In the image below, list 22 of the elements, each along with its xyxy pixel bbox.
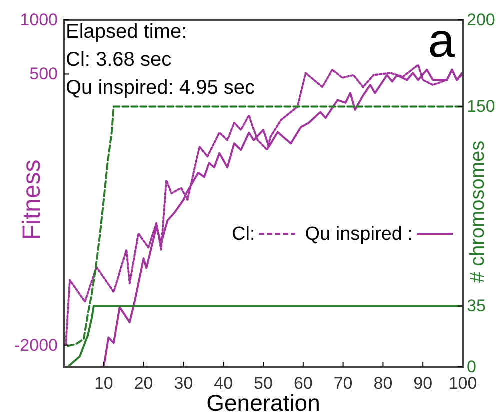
y-axis-title: Fitness	[18, 160, 46, 240]
x-tick-label: 100	[448, 374, 478, 394]
annotation: Cl: 3.68 sec	[66, 49, 172, 71]
y2-tick-label: 0	[467, 357, 476, 376]
y2-tick-label: 35	[467, 296, 486, 316]
x-tick-label: 80	[374, 374, 393, 394]
y-tick-label: 1000	[20, 10, 58, 30]
legend-label: Qu inspired :	[305, 224, 413, 245]
annotation: Qu inspired: 4.95 sec	[66, 77, 255, 99]
x-tick-label: 70	[334, 374, 353, 394]
y-tick-label: 500	[30, 64, 58, 84]
y2-tick-label: 150	[467, 97, 496, 116]
x-tick-label: 20	[134, 374, 154, 394]
annotation: a	[428, 15, 456, 68]
legend-label: Cl:	[232, 224, 256, 245]
y-tick-label: -2000	[14, 336, 58, 355]
annotation: Elapsed time:	[66, 21, 188, 43]
x-tick-label: 10	[94, 374, 114, 394]
y2-axis-title: # chromosomes	[467, 140, 489, 284]
y2-tick-label: 200	[467, 10, 496, 30]
x-tick-label: 30	[174, 374, 194, 394]
x-tick-label: 90	[414, 374, 433, 394]
